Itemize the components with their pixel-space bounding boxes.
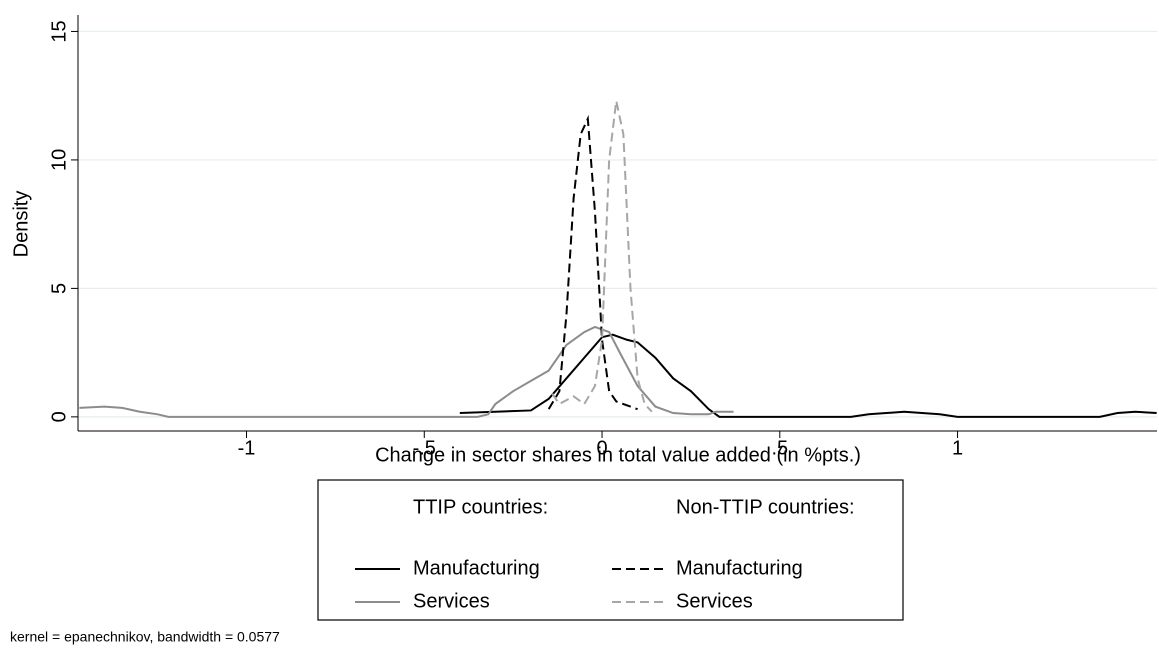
legend-label: Manufacturing (413, 557, 540, 579)
y-tick-label: 5 (48, 283, 70, 294)
density-line (547, 114, 638, 411)
legend-label: Manufacturing (676, 557, 803, 579)
legend-box (317, 479, 904, 621)
y-tick-label: 0 (48, 411, 70, 422)
x-tick-label: -1 (238, 437, 256, 459)
x-tick-label: 1 (952, 437, 963, 459)
density-line (79, 325, 734, 418)
legend-title: TTIP countries: (413, 496, 548, 518)
legend-title: Non-TTIP countries: (676, 496, 855, 518)
x-tick-label: 0 (596, 437, 607, 459)
legend-label: Services (413, 590, 490, 612)
density-line (459, 333, 1157, 418)
y-tick-label: 15 (48, 20, 70, 42)
y-axis-label: Density (10, 191, 32, 258)
y-tick-label: 10 (48, 149, 70, 171)
note: kernel = epanechnikov, bandwidth = 0.057… (10, 629, 280, 645)
x-tick-label: .5 (771, 437, 788, 459)
density-line (551, 100, 653, 413)
legend-label: Services (676, 590, 753, 612)
x-axis-label: Change in sector shares in total value a… (375, 444, 861, 466)
x-tick-label: -.5 (413, 437, 436, 459)
